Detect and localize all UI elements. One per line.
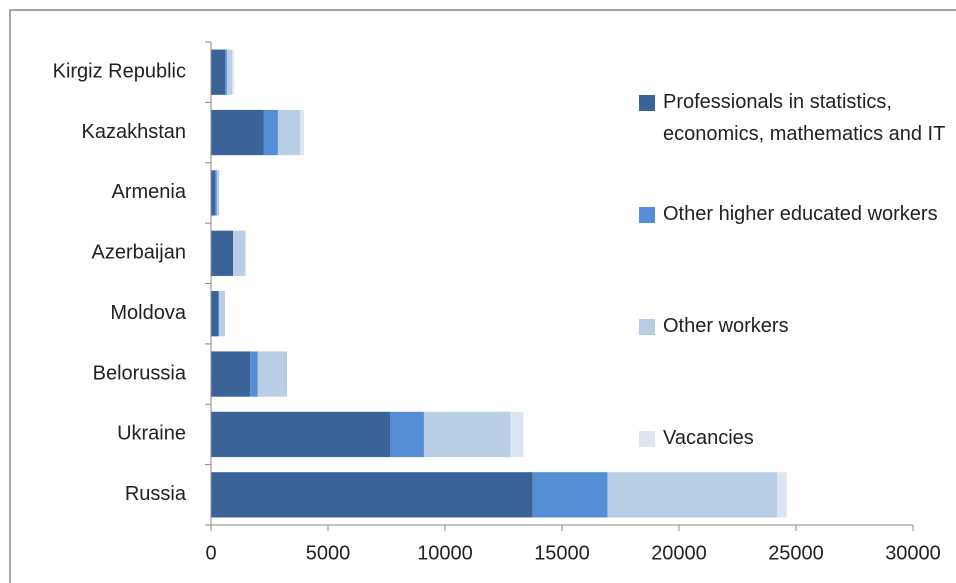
- legend-swatch: [639, 431, 655, 447]
- y-tick-label: Belorussia: [93, 362, 187, 384]
- bar-segment: [211, 170, 215, 216]
- bar-segment: [423, 411, 511, 458]
- legend-label: Professionals in statistics, economics, …: [663, 91, 946, 145]
- bar-segment: [216, 170, 220, 216]
- bar-segment: [225, 49, 227, 95]
- bar-segment: [777, 472, 787, 518]
- bar-segment: [211, 291, 219, 337]
- bar-segment: [390, 411, 424, 458]
- x-tick-label: 0: [205, 542, 216, 564]
- x-tick-label: 20000: [651, 542, 707, 564]
- x-tick-label: 30000: [885, 542, 941, 564]
- y-tick-label: Kirgiz Republic: [53, 60, 186, 82]
- bar-segment: [211, 411, 391, 458]
- bar-segment: [232, 230, 245, 276]
- bar-segment: [211, 472, 533, 518]
- bar-segment: [211, 230, 233, 276]
- legend-swatch: [639, 95, 655, 111]
- x-tick-label: 10000: [417, 542, 473, 564]
- bar-segment: [218, 291, 220, 337]
- bar-segment: [226, 49, 233, 95]
- y-tick-label: Ukraine: [117, 423, 186, 445]
- bar-segment: [232, 49, 234, 95]
- legend-swatch: [639, 319, 655, 335]
- x-tick-label: 15000: [534, 542, 590, 564]
- bar-segment: [299, 109, 304, 156]
- x-tick-label: 5000: [306, 542, 351, 564]
- bar-segment: [510, 411, 524, 458]
- legend-swatch: [639, 207, 655, 223]
- y-tick-label: Azerbaijan: [91, 242, 186, 264]
- chart-frame: [9, 9, 956, 583]
- bar-segment: [211, 109, 264, 156]
- bar-segment: [214, 170, 217, 216]
- bar-segment: [211, 49, 226, 95]
- bar-segment: [244, 230, 247, 276]
- bar-segment: [532, 472, 608, 518]
- legend-label: Other higher educated workers: [663, 203, 938, 225]
- y-tick-label: Kazakhstan: [81, 121, 186, 143]
- bar-segment: [263, 109, 278, 156]
- y-tick-label: Russia: [125, 483, 187, 505]
- bar-segment: [219, 291, 226, 337]
- bar-segment: [250, 351, 258, 397]
- bar-segment: [607, 472, 778, 518]
- bar-segment: [211, 351, 251, 397]
- legend-label: Vacancies: [663, 427, 754, 449]
- y-tick-label: Moldova: [110, 302, 186, 324]
- legend-label: Other workers: [663, 315, 789, 337]
- bar-segment: [277, 109, 300, 156]
- bar-segment: [257, 351, 288, 397]
- y-tick-label: Armenia: [112, 181, 187, 203]
- x-tick-label: 25000: [768, 542, 824, 564]
